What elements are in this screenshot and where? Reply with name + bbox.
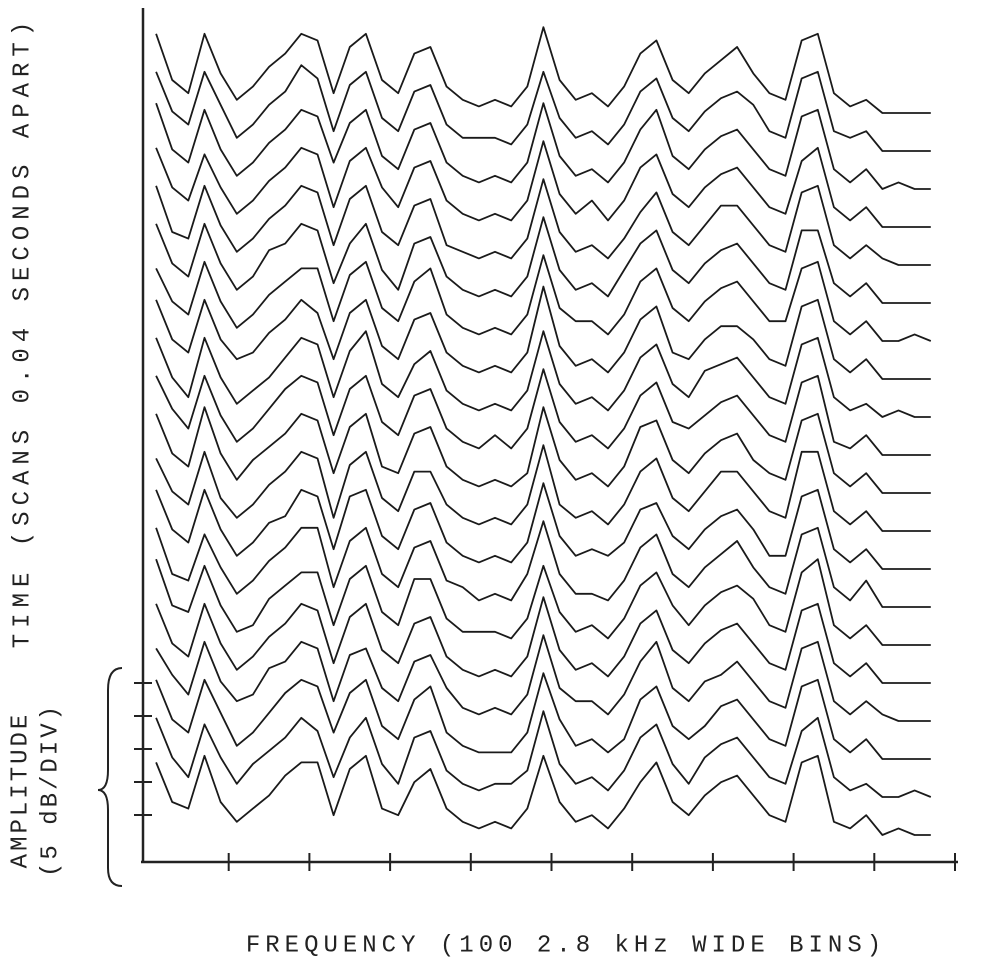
x-axis-label: FREQUENCY (100 2.8 kHz WIDE BINS): [246, 932, 886, 959]
scan-line: [155, 482, 931, 570]
scan-line: [155, 102, 931, 190]
amplitude-label: AMPLITUDE: [7, 712, 34, 869]
scan-line: [155, 444, 931, 532]
scan-line: [155, 216, 931, 304]
scan-line: [155, 634, 931, 722]
scan-line: [155, 64, 931, 152]
amplitude-unit: (5 dB/DIV): [37, 703, 64, 877]
scan-line: [155, 710, 932, 798]
scan-line: [155, 26, 931, 114]
scan-line: [155, 330, 931, 418]
scan-line: [155, 754, 931, 836]
scan-line: [155, 254, 932, 342]
scan-line: [155, 285, 931, 380]
scan-line: [155, 178, 931, 266]
scan-line: [155, 596, 931, 684]
scan-line: [155, 406, 931, 494]
scan-line: [155, 520, 931, 608]
scan-line: [155, 558, 931, 646]
amplitude-bracket: [97, 667, 123, 887]
scan-line: [155, 368, 931, 456]
y-axis-label: TIME (SCANS 0.04 SECONDS APART): [9, 16, 36, 648]
scan-line: [155, 672, 931, 760]
scan-line: [155, 140, 931, 228]
